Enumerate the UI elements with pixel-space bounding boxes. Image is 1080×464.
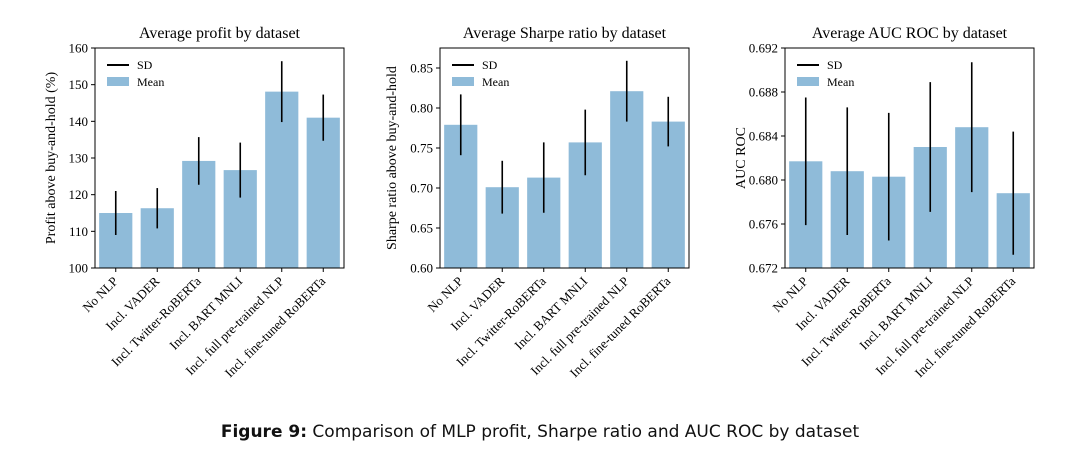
x-tick-label-incl-bart-mnli: Incl. BART MNLI [166,274,245,353]
figure-caption: Figure 9: Comparison of MLP profit, Shar… [0,422,1080,442]
chart-title: Average AUC ROC by dataset [812,25,1008,42]
y-axis-label: Sharpe ratio above buy-and-hold [385,66,400,250]
legend-mean-label: Mean [482,75,509,89]
legend-sd-label: SD [137,58,153,72]
legend-mean-swatch [452,77,474,86]
y-tick-label: 100 [69,261,89,276]
x-tick-label-no-nlp: No NLP [424,274,466,316]
y-tick-label: 120 [69,187,89,202]
legend-mean-swatch [797,77,819,86]
chart-title: Average Sharpe ratio by dataset [463,25,667,42]
y-axis-label: Profit above buy-and-hold (%) [44,72,59,245]
bar-incl-fine-tuned-roberta [306,117,340,268]
y-tick-label: 150 [69,77,89,92]
y-tick-label: 0.684 [749,129,779,144]
y-tick-label: 0.692 [749,41,778,56]
legend-mean-label: Mean [827,75,854,89]
y-tick-label: 0.85 [410,61,433,76]
legend-sd-label: SD [827,58,843,72]
y-tick-label: 0.65 [410,221,433,236]
axes-frame [784,47,1035,269]
y-tick-label: 0.688 [749,85,778,100]
chart-title: Average profit by dataset [139,25,301,42]
y-tick-label: 0.75 [410,141,433,156]
legend-mean-label: Mean [137,75,164,89]
figure-caption-text: Comparison of MLP profit, Sharpe ratio a… [312,422,860,442]
x-tick-label-no-nlp: No NLP [79,274,121,316]
axes-frame [439,47,690,269]
y-tick-label: 0.80 [410,101,433,116]
y-tick-label: 130 [69,151,89,166]
x-tick-label-no-nlp: No NLP [769,274,811,316]
legend-sd-label: SD [482,58,498,72]
figure-label: Figure 9: [220,422,308,442]
y-tick-label: 0.70 [410,181,433,196]
y-tick-label: 140 [69,114,89,129]
legend-mean-swatch [107,77,129,86]
x-tick-label-incl-bart-mnli: Incl. BART MNLI [511,274,590,353]
y-tick-label: 160 [69,41,89,56]
y-tick-label: 0.672 [749,261,778,276]
y-tick-label: 0.60 [410,261,433,276]
y-tick-label: 110 [69,224,88,239]
y-axis-label: AUC ROC [734,127,749,189]
x-tick-label-incl-bart-mnli: Incl. BART MNLI [856,274,935,353]
y-tick-label: 0.680 [749,173,778,188]
chart-panel-3: 0.672 0.676 0.680 0.684 0.688 0.692 No NLP Incl… [734,25,1035,380]
y-tick-label: 0.676 [749,217,779,232]
